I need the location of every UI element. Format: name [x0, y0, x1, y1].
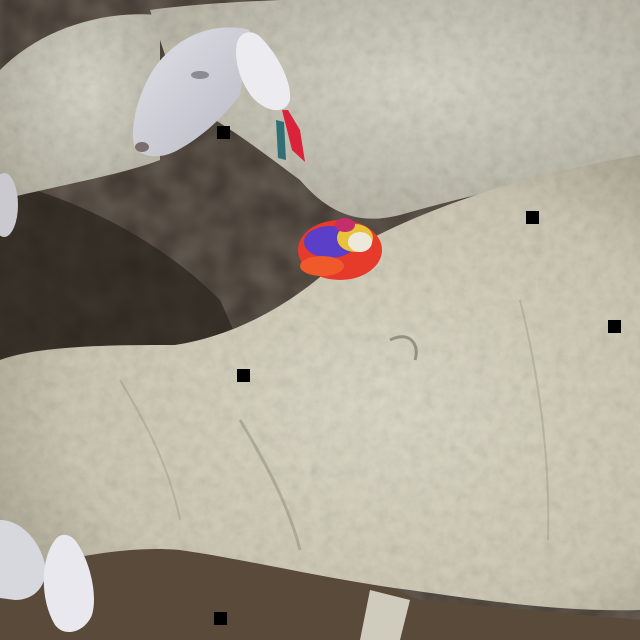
top-sheep-nose — [135, 142, 149, 152]
back-sheep-ear — [0, 173, 18, 237]
top-sheep-eye — [191, 71, 209, 79]
ear-tag-teal — [276, 120, 286, 160]
marker-square — [526, 211, 539, 224]
wool-crease-1 — [238, 419, 302, 551]
front-sheep-leg — [360, 590, 410, 640]
wool-crease-3 — [519, 299, 550, 541]
top-sheep-ear — [235, 32, 291, 111]
back-sheep-body — [0, 14, 160, 201]
marker-square — [237, 369, 250, 382]
front-sheep-head — [0, 520, 46, 600]
wool-crease-2 — [389, 335, 418, 361]
wool-crease-4 — [119, 379, 181, 521]
top-sheep-head — [132, 27, 250, 157]
ground-shadow — [0, 180, 240, 360]
front-sheep-body — [0, 155, 640, 611]
wool-tassel — [298, 218, 382, 280]
ground-lower — [0, 549, 640, 640]
marker-square — [217, 126, 230, 139]
marker-square — [214, 612, 227, 625]
front-sheep-ear — [43, 534, 95, 633]
marker-square — [608, 320, 621, 333]
ear-tag-red — [282, 110, 305, 162]
